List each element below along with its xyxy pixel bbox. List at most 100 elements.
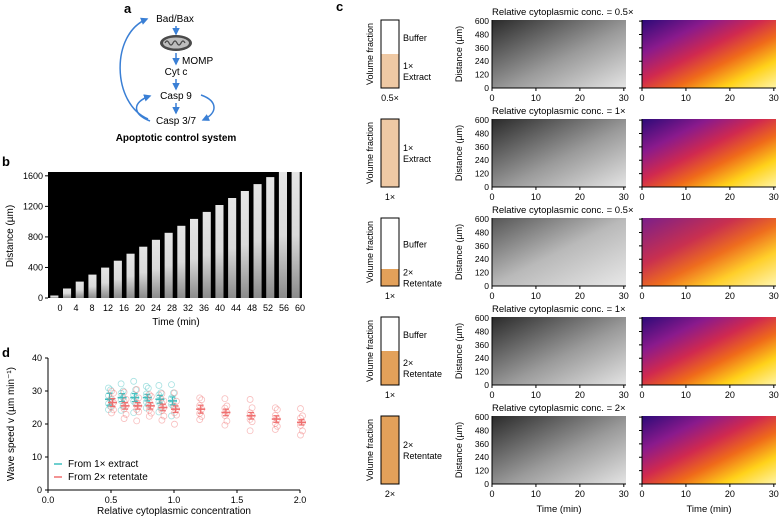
chart-ytick-label: 0: [37, 485, 42, 495]
kymo-xtick-label: 0: [639, 93, 644, 103]
kymo-ytick-label: 600: [475, 214, 489, 224]
apoptosis-diagram: Bad/Bax MOMP Cyt c Casp 9 Casp 3/7 Apopt…: [116, 14, 237, 144]
replicate-point: [133, 386, 141, 393]
kymo-xtick-label: 30: [769, 489, 779, 499]
legend-entry-extract: From 1× extract: [68, 459, 139, 470]
kymo-xtick-label: 20: [575, 291, 585, 301]
replicate-point: [130, 409, 138, 417]
mitochondrion-icon: [160, 35, 192, 51]
kymo-xtick-label: 10: [681, 390, 691, 400]
buffer-label: Buffer: [403, 33, 427, 43]
component-name-label: Retentate: [403, 451, 442, 461]
kymograph-xtick-label: 48: [247, 303, 257, 313]
replicate-point: [142, 382, 150, 390]
kymo-ytick-label: 240: [475, 254, 489, 264]
kymograph-strip: [190, 218, 199, 298]
kymo-xtick-label: 20: [725, 390, 735, 400]
replicate-point: [145, 406, 153, 414]
kymograph-ytick-label: 400: [28, 262, 43, 272]
kymo-ytick-label: 0: [484, 380, 489, 390]
kymograph-image: [48, 172, 302, 298]
feedback-arrow-casp37-casp9: [135, 94, 152, 122]
kymo-xtick-label: 10: [681, 291, 691, 301]
row-title: Relative cytoplasmic conc. = 0.5×: [492, 205, 634, 216]
volume-fraction-label: Volume fraction: [365, 221, 375, 283]
replicate-point: [155, 382, 163, 389]
replicate-point: [117, 406, 125, 414]
volume-bar: [380, 19, 400, 89]
volume-bar: [380, 415, 400, 485]
kymo-ytick-label: 480: [475, 425, 489, 435]
row-title: Relative cytoplasmic conc. = 1×: [492, 106, 626, 117]
replicate-point: [144, 384, 152, 392]
kymo-xtick-label: 20: [725, 93, 735, 103]
replicate-point: [198, 396, 206, 404]
kymo-xtick-label: 10: [681, 93, 691, 103]
kymograph-xtick-label: 0: [57, 303, 62, 313]
relative-conc-label: 0.5×: [381, 93, 399, 103]
relative-conc-label: 1×: [385, 192, 395, 202]
kymo-xtick-label: 30: [619, 390, 629, 400]
kymo-ytick-label: 480: [475, 227, 489, 237]
chart-ytick-label: 30: [32, 386, 42, 396]
panel-label-d: d: [2, 345, 10, 360]
replicate-point: [297, 405, 304, 412]
replicate-point: [105, 384, 112, 392]
kymograph-strip: [164, 232, 173, 298]
replicate-point: [120, 398, 128, 405]
feedback-arrow-casp9-casp37: [200, 94, 215, 121]
kymograph-xtick-label: 56: [279, 303, 289, 313]
kymo-xtick-label: 0: [639, 489, 644, 499]
kymograph-strip: [113, 260, 122, 298]
kymograph-xtick-label: 8: [89, 303, 94, 313]
kymograph-strip: [228, 198, 237, 298]
replicate-point: [130, 377, 138, 385]
kymograph-strip: [253, 184, 262, 298]
kymo-ytick-label: 600: [475, 313, 489, 323]
kymo-xtick-label: 10: [681, 192, 691, 202]
kymograph-strip: [151, 239, 160, 298]
chart-ytick-label: 20: [32, 419, 42, 429]
kymo-ytick-label: 120: [475, 466, 489, 476]
replicate-point: [132, 386, 140, 394]
chart-xtick-label: 2.0: [294, 495, 307, 505]
kymo-ytick-label: 0: [484, 281, 489, 291]
replicate-point: [170, 389, 177, 397]
component-conc-label: 2×: [403, 268, 413, 278]
replicate-point: [271, 404, 279, 412]
volume-bar: [380, 316, 400, 386]
heatmap-kymograph: [642, 317, 776, 385]
grayscale-kymograph: [492, 317, 626, 385]
replicate-point: [108, 409, 115, 417]
replicate-point: [142, 398, 150, 406]
replicate-point: [196, 394, 204, 402]
kymograph-xtick-label: 60: [295, 303, 305, 313]
replicate-point: [168, 381, 175, 388]
grayscale-kymograph: [492, 416, 626, 484]
replicate-point: [271, 426, 279, 433]
chart-ylabel: Wave speed v (µm min⁻¹): [6, 367, 17, 481]
kymo-xtick-label: 30: [619, 192, 629, 202]
node-bad-bax: Bad/Bax: [156, 14, 194, 25]
replicate-point: [108, 387, 115, 395]
kymograph-x-axis: 0 4 8 12 16 20 24 28 32 36 40 44 48 52 56 60: [57, 303, 305, 313]
kymo-ytick-label: 480: [475, 29, 489, 39]
replicate-point: [158, 390, 166, 398]
kymograph-ylabel: Distance (µm): [5, 205, 16, 267]
replicate-point: [299, 412, 306, 420]
volume-fraction-label: Volume fraction: [365, 320, 375, 382]
kymograph-strip: [291, 172, 300, 298]
kymograph-strip: [50, 295, 59, 298]
replicate-point: [297, 414, 304, 422]
kymo-xtick-label: 30: [769, 192, 779, 202]
kymo-xtick-label: 30: [769, 390, 779, 400]
kymo-ytick-label: 120: [475, 70, 489, 80]
wave-speed-chart: 0 10 20 30 40 0.0 0.5 1.0 1.5 2.0 Wave speed v (µ…: [6, 353, 306, 516]
kymo-ytick-label: 480: [475, 326, 489, 336]
kymo-ytick-label: 240: [475, 56, 489, 66]
replicate-point: [158, 416, 166, 424]
distance-label: Distance (µm): [454, 26, 464, 82]
kymograph-strip: [88, 274, 97, 298]
kymograph-strip: [266, 177, 275, 298]
